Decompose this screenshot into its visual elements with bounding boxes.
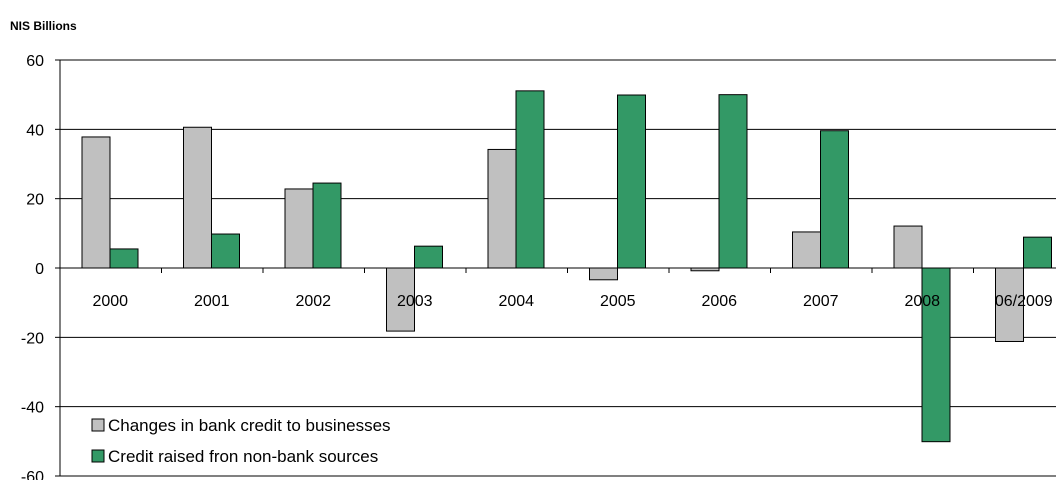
bar-bank-credit xyxy=(81,136,111,269)
x-tick-label: 2001 xyxy=(194,293,230,310)
y-tick-label: 40 xyxy=(26,122,44,139)
y-tick-label: 20 xyxy=(26,192,44,209)
bar-non-bank-credit xyxy=(414,245,443,269)
bar-bank-credit xyxy=(792,231,821,269)
bar-non-bank-credit xyxy=(718,94,748,269)
x-tick-label: 2006 xyxy=(701,293,737,310)
bar-bank-credit xyxy=(589,267,618,281)
y-tick-label: -40 xyxy=(21,400,44,417)
y-tick-label: 0 xyxy=(35,261,44,278)
y-tick-label: 60 xyxy=(26,53,44,70)
bar-non-bank-credit xyxy=(515,90,545,269)
bar-bank-credit xyxy=(487,148,517,269)
x-tick-label: 2000 xyxy=(92,293,128,310)
gridlines xyxy=(60,59,1056,477)
axes xyxy=(55,59,1056,477)
bar-non-bank-credit xyxy=(1023,236,1052,269)
x-tick-label: 2007 xyxy=(803,293,839,310)
x-tick-label: 2008 xyxy=(904,293,940,310)
y-tick-label: -60 xyxy=(21,469,44,480)
legend-swatch xyxy=(91,418,105,432)
bars xyxy=(81,90,1052,443)
bar-bank-credit xyxy=(893,225,923,269)
x-tick-label: 2003 xyxy=(397,293,433,310)
x-tick-label: 2005 xyxy=(600,293,636,310)
y-axis-unit-label: NIS Billions xyxy=(10,19,77,33)
bar-non-bank-credit xyxy=(312,182,342,269)
bar-non-bank-credit xyxy=(211,233,240,269)
x-tick-label: 2004 xyxy=(498,293,534,310)
legend: Changes in bank credit to businesses Cred… xyxy=(91,416,391,466)
legend-label: Changes in bank credit to businesses xyxy=(108,416,391,435)
bar-bank-credit xyxy=(284,188,314,269)
y-tick-label: -20 xyxy=(21,330,44,347)
bar-bank-credit xyxy=(386,267,415,332)
y-tick-labels: 60 40 20 0 -20 -40 -60 xyxy=(21,53,44,480)
x-tick-label: 2002 xyxy=(295,293,331,310)
x-tick-label: 06/2009 xyxy=(995,293,1053,310)
bar-bank-credit xyxy=(183,126,212,269)
x-tick-labels: 2000 2001 2002 2003 2004 2005 2006 2007 2008 06/2… xyxy=(92,293,1052,310)
legend-swatch xyxy=(91,449,105,463)
bar-non-bank-credit xyxy=(617,94,646,269)
legend-label: Credit raised fron non-bank sources xyxy=(108,447,378,466)
bar-non-bank-credit xyxy=(109,248,139,269)
bar-non-bank-credit xyxy=(820,130,849,269)
